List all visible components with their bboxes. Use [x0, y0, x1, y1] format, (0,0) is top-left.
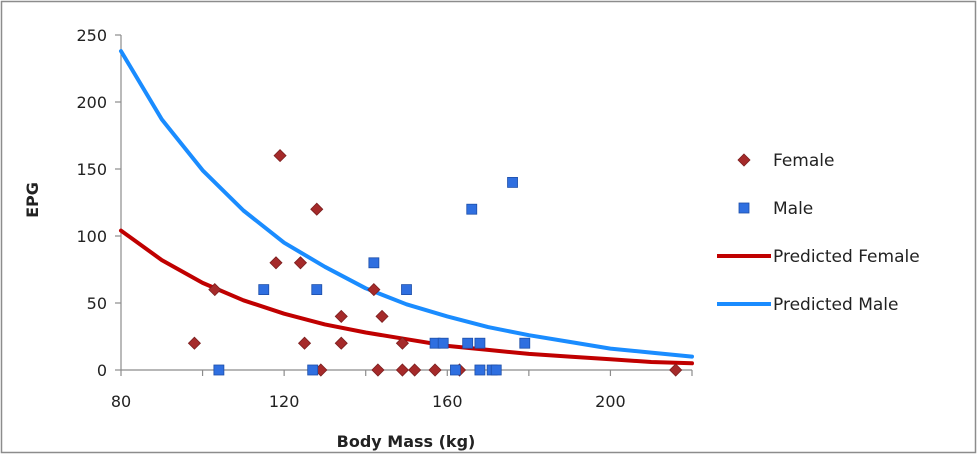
female-point [334, 309, 348, 323]
female-point [297, 336, 312, 350]
female-point [367, 283, 381, 297]
legend-label-male: Male [773, 199, 813, 219]
y-tick-label: 150 [76, 160, 107, 179]
male-point [437, 337, 449, 349]
male-point [307, 364, 319, 376]
y-tick-label: 0 [97, 361, 107, 380]
female-point [395, 336, 409, 350]
female-point [273, 149, 287, 163]
y-tick-label: 200 [76, 93, 107, 112]
legend-label-female: Female [773, 151, 834, 171]
x-tick-label: 200 [595, 392, 626, 411]
female-point [187, 336, 201, 350]
y-tick-label: 50 [87, 294, 107, 313]
female-point [669, 363, 683, 377]
female-point [371, 363, 385, 377]
male-point [474, 364, 486, 376]
female-point [310, 202, 324, 216]
series-line-predicted-male [119, 49, 694, 359]
y-tick-label: 100 [76, 227, 107, 246]
male-point [213, 364, 225, 376]
female-point [334, 336, 348, 350]
female-point [293, 256, 308, 270]
male-point [401, 284, 412, 296]
male-point [507, 176, 518, 188]
legend-label-predicted-female: Predicted Female [773, 247, 920, 267]
female-point [395, 363, 409, 377]
axes: 0 50 100 150 200 250 80 120 160 200 [76, 26, 693, 411]
female-point [208, 283, 222, 297]
male-point [462, 337, 474, 349]
female-point [408, 363, 422, 377]
x-tick-label: 160 [432, 392, 463, 411]
y-tick-label: 250 [76, 26, 107, 45]
male-point [368, 257, 380, 269]
male-point [450, 364, 461, 376]
legend-label-predicted-male: Predicted Male [773, 295, 898, 315]
x-axis-title: Body Mass (kg) [337, 432, 476, 451]
legend-marker-male [738, 202, 750, 214]
male-point [490, 364, 502, 376]
male-point [519, 337, 531, 349]
female-point [269, 256, 283, 270]
male-point [311, 284, 323, 296]
x-tick-label: 80 [111, 392, 131, 411]
male-point [474, 337, 486, 349]
y-axis-title: EPG [23, 182, 42, 218]
legend: Female Male Predicted Female Predicted Male [717, 151, 920, 315]
female-point [375, 309, 389, 323]
x-tick-label: 120 [269, 392, 300, 411]
male-point [258, 284, 270, 296]
legend-marker-female [737, 153, 751, 167]
male-point [466, 203, 478, 215]
female-point [428, 363, 442, 377]
scatter-points [187, 149, 683, 377]
